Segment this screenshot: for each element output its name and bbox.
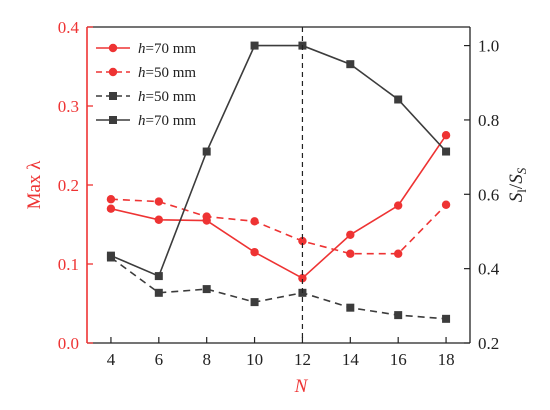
right-y-tick-label: 0.4 [478, 260, 500, 279]
data-point [202, 147, 211, 156]
data-point [298, 236, 307, 246]
data-point [393, 249, 403, 258]
data-point [250, 298, 259, 307]
data-point [106, 195, 116, 204]
x-tick-label: 4 [107, 350, 116, 369]
data-point [442, 314, 451, 323]
legend-label-rest: =70 mm [146, 113, 197, 129]
left-y-tick-label: 0.4 [58, 18, 80, 37]
data-point [298, 274, 307, 283]
legend-label-rest: =50 mm [146, 89, 197, 105]
x-tick-label: 6 [155, 350, 164, 369]
x-tick-label: 8 [202, 350, 211, 369]
data-point [346, 303, 355, 312]
data-point [442, 147, 451, 156]
legend-marker-0 [108, 43, 118, 53]
series-line-2 [110, 256, 447, 320]
data-point [154, 215, 164, 224]
data-point [393, 201, 403, 210]
plot-layer [106, 27, 451, 343]
left-y-tick-label: 0.3 [58, 97, 79, 116]
data-point [154, 272, 163, 281]
legend-marker-1 [108, 67, 118, 77]
right-y-tick-label: 0.8 [478, 111, 499, 130]
data-point [394, 95, 403, 104]
legend-label-3: h=70 mm [138, 113, 196, 129]
data-point [394, 311, 403, 320]
left-y-tick-label: 0.1 [58, 255, 79, 274]
data-point [106, 204, 116, 213]
legend-label-italic: h [138, 41, 146, 57]
x-axis-title: N [294, 376, 309, 397]
legend-label-italic: h [138, 113, 146, 129]
series-line-3 [110, 44, 447, 278]
data-point [154, 288, 163, 297]
legend-marker-2 [109, 92, 117, 100]
x-tick-label: 14 [342, 350, 360, 369]
right-axis-title-main: S [506, 192, 527, 202]
legend-label-italic: h [138, 89, 146, 105]
data-point [441, 131, 451, 140]
x-tick-label: 16 [390, 350, 407, 369]
right-y-tick-label: 0.2 [478, 334, 499, 353]
data-point [250, 217, 259, 226]
axis-layer: 4 6 8 10 12 14 16 18 0.0 0.1 0.2 0.3 0.4 0.2 0.4 0.6 0.8… [58, 18, 500, 369]
legend-label-rest: =70 mm [146, 41, 197, 57]
right-axis-title: Sl/SS [506, 167, 529, 202]
legend-label-rest: =50 mm [146, 65, 197, 81]
right-axis-title-main-2: S [506, 174, 527, 184]
right-axis-title-slash: / [506, 183, 527, 189]
legend-label-1: h=50 mm [138, 65, 196, 81]
legend-label-italic: h [138, 65, 146, 81]
legend: h=70 mmh=50 mmh=50 mmh=70 mm [96, 41, 196, 129]
data-point [106, 251, 115, 260]
right-axis-title-sub2: S [514, 167, 529, 174]
right-y-tick-label: 1.0 [478, 37, 499, 56]
series-line-1 [110, 198, 447, 255]
right-y-tick-label: 0.6 [478, 185, 499, 204]
legend-marker-3 [109, 116, 117, 124]
x-tick-label: 10 [246, 350, 263, 369]
legend-label-0: h=70 mm [138, 41, 196, 57]
x-tick-label: 18 [438, 350, 455, 369]
data-point [441, 200, 451, 209]
data-point [250, 247, 259, 257]
data-point [346, 60, 355, 69]
left-y-tick-label: 0.2 [58, 176, 79, 195]
data-point [250, 41, 259, 50]
legend-label-2: h=50 mm [138, 89, 196, 105]
x-tick-label: 12 [294, 350, 311, 369]
data-point [346, 249, 355, 258]
data-point [346, 230, 355, 239]
data-point [202, 285, 211, 294]
right-axis-title-sub1: l [514, 189, 529, 193]
series-line-0 [110, 134, 447, 280]
left-axis-title: Max λ [24, 160, 45, 210]
data-point [154, 197, 164, 206]
left-y-tick-label: 0.0 [58, 334, 79, 353]
data-point [202, 212, 211, 221]
